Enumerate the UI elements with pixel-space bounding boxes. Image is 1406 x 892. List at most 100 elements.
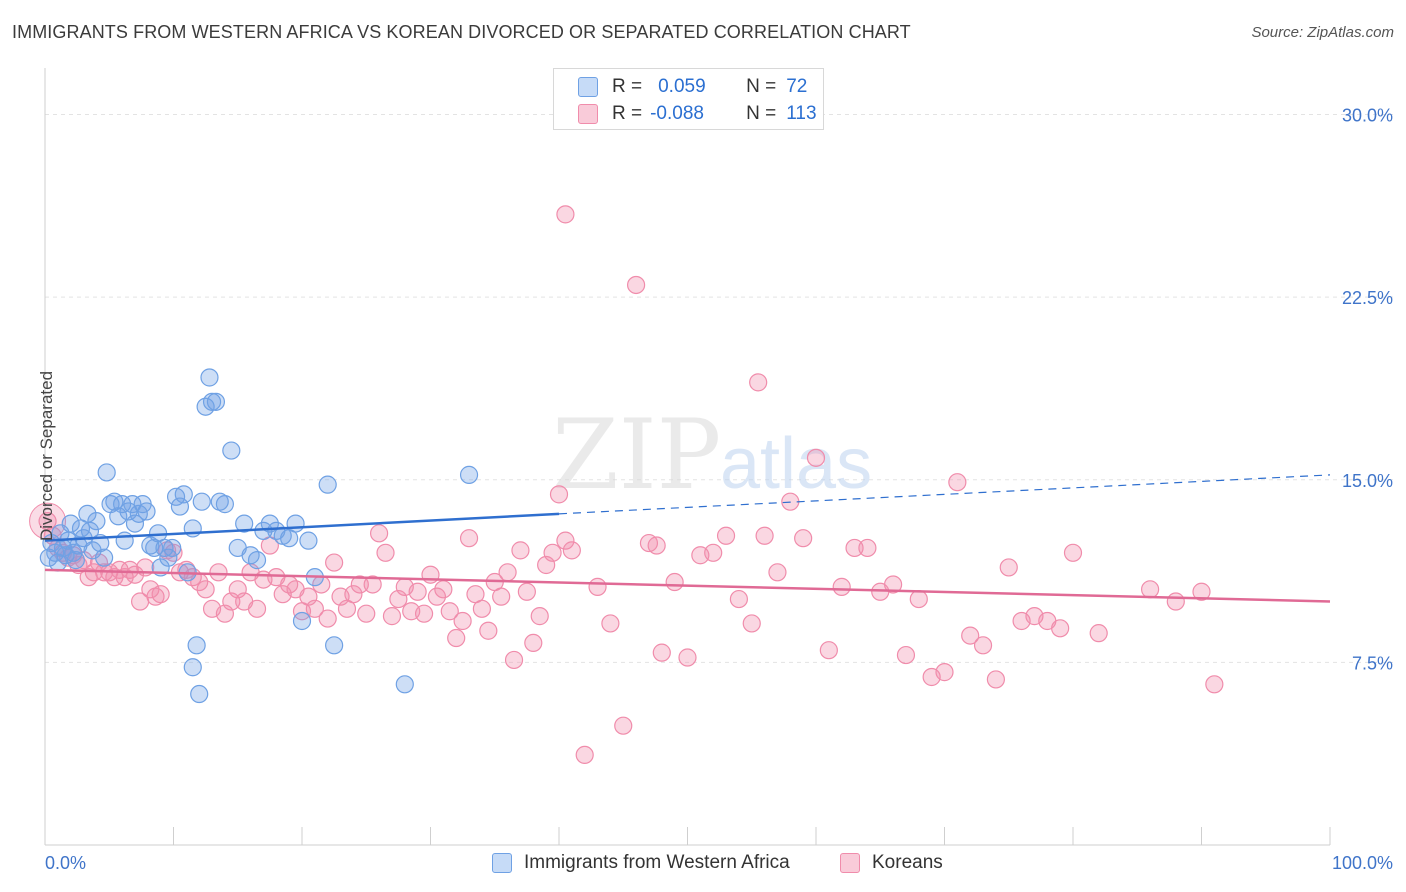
data-point [986, 670, 1006, 689]
stats-row-pink: R = -0.088 N = 113 [578, 101, 817, 127]
n-label: N = [746, 103, 777, 124]
data-point [948, 473, 967, 492]
data-point [434, 580, 453, 599]
y-axis-label: Divorced or Separated [37, 370, 56, 542]
stats-row-blue: R = 0.059 N = 72 [578, 74, 807, 100]
axes [44, 68, 1331, 846]
data-point [202, 392, 222, 411]
r-label: R = [612, 76, 643, 97]
data-point [961, 626, 980, 645]
data-point [716, 526, 736, 545]
data-point [472, 599, 491, 618]
data-point [376, 543, 395, 562]
data-point [192, 492, 211, 511]
data-point [729, 589, 749, 609]
data-point [370, 524, 389, 543]
data-point [155, 538, 174, 558]
n-value: 72 [786, 76, 808, 97]
data-point [247, 599, 267, 618]
trend-line-western-africa-extension [558, 474, 1331, 515]
data-point [440, 602, 459, 621]
data-point [125, 565, 145, 584]
data-point [87, 512, 106, 531]
data-point [749, 373, 768, 392]
data-point [305, 599, 324, 618]
data-point [66, 551, 85, 570]
data-point [382, 607, 402, 626]
data-point [196, 580, 215, 599]
data-point [556, 531, 575, 550]
y-tick-label: 7.5% [1352, 653, 1393, 673]
data-point [95, 548, 114, 567]
data-point [1205, 675, 1224, 694]
data-point [174, 485, 193, 504]
data-point [511, 541, 530, 560]
data-point [517, 582, 536, 601]
data-point [459, 529, 479, 548]
trend-line-western-africa [44, 512, 560, 542]
data-point [112, 495, 132, 514]
data-point [325, 553, 344, 572]
y-tick-label: 22.5% [1342, 288, 1393, 308]
data-point [858, 538, 877, 558]
data-point [151, 585, 170, 604]
data-point [163, 538, 182, 558]
data-point [357, 604, 376, 623]
data-point [215, 495, 234, 514]
data-point [190, 684, 209, 704]
pink-swatch [578, 104, 598, 124]
data-point [845, 538, 864, 558]
data-point [819, 641, 838, 660]
data-point [588, 577, 607, 596]
data-point [973, 636, 993, 655]
data-point [498, 563, 517, 582]
data-point-large [29, 502, 67, 540]
trend-line-koreans [44, 568, 1331, 603]
data-point [601, 614, 620, 633]
bottom-legend: Immigrants from Western Africa Koreans [0, 852, 1406, 878]
data-point [806, 448, 826, 467]
n-label: N = [746, 76, 777, 97]
legend-item-western-africa[interactable]: Immigrants from Western Africa [492, 852, 790, 874]
data-point [562, 541, 581, 560]
r-value: -0.088 [650, 103, 704, 124]
data-point [755, 526, 774, 545]
n-value: 113 [786, 103, 817, 124]
data-point [408, 582, 427, 601]
data-point [299, 531, 318, 550]
data-point [492, 587, 511, 606]
legend-item-koreans[interactable]: Koreans [840, 852, 943, 874]
data-point [530, 607, 549, 626]
x-tick-label: 100.0% [1332, 853, 1393, 873]
data-point [414, 604, 434, 623]
y-tick-label: 15.0% [1342, 471, 1393, 491]
data-point [292, 611, 312, 631]
data-point [832, 577, 851, 596]
data-point [647, 536, 666, 555]
trend-lines [44, 474, 1331, 603]
data-point [200, 368, 219, 387]
data-point [395, 675, 414, 694]
data-point [1063, 543, 1083, 562]
blue-swatch [578, 77, 598, 97]
data-point [883, 575, 903, 594]
data-point [1051, 619, 1070, 638]
data-point [159, 548, 178, 567]
data-point [325, 636, 344, 655]
data-point [1089, 624, 1108, 643]
data-point [794, 529, 813, 548]
data-point [453, 611, 472, 631]
data-point [678, 648, 697, 667]
data-point [286, 514, 305, 533]
data-point [222, 441, 241, 460]
data-point [61, 514, 80, 533]
data-point [125, 514, 145, 533]
data-point [742, 614, 761, 633]
chart-title: IMMIGRANTS FROM WESTERN AFRICA VS KOREAN… [12, 22, 911, 42]
y-tick-label: 30.0% [1342, 106, 1393, 126]
data-point [626, 275, 646, 295]
data-point [183, 658, 202, 677]
data-point [1140, 580, 1160, 599]
legend-label: Immigrants from Western Africa [524, 852, 790, 873]
